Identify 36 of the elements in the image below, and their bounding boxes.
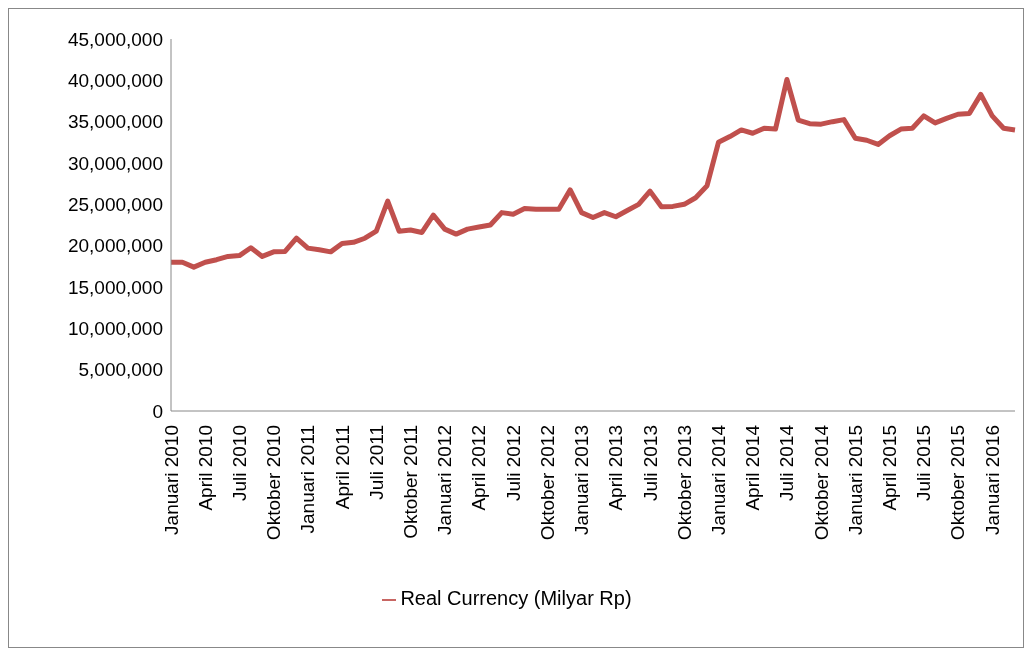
y-tick-label: 10,000,000 — [67, 318, 163, 340]
x-tick-label: Oktober 2014 — [810, 424, 832, 541]
y-tick-label: 5,000,000 — [78, 359, 163, 381]
legend-label: Real Currency (Milyar Rp) — [400, 587, 632, 609]
x-tick-label: Juli 2010 — [228, 425, 250, 502]
y-tick-label: 0 — [152, 400, 163, 422]
x-tick-label: Juli 2011 — [365, 425, 387, 500]
x-tick-label: Oktober 2013 — [673, 425, 695, 541]
y-tick-label: 40,000,000 — [67, 70, 163, 92]
y-tick-label: 25,000,000 — [67, 194, 163, 216]
x-tick-label: Januari 2011 — [297, 425, 319, 534]
x-tick-label: Oktober 2012 — [536, 425, 558, 541]
y-tick-label: 20,000,000 — [67, 235, 163, 257]
x-tick-label: April 2010 — [194, 425, 216, 511]
x-tick-label: Juli 2012 — [502, 425, 524, 502]
x-tick-label: Juli 2013 — [639, 425, 661, 502]
y-tick-label: 15,000,000 — [67, 276, 163, 298]
x-tick-label: Januari 2010 — [160, 425, 182, 535]
y-tick-label: 35,000,000 — [67, 111, 163, 133]
x-tick-label: Juli 2014 — [776, 424, 798, 502]
x-tick-label: Januari 2014 — [707, 424, 729, 535]
y-tick-label: 45,000,000 — [67, 28, 163, 50]
x-tick-label: April 2011 — [331, 425, 353, 510]
x-tick-label: April 2014 — [742, 424, 764, 511]
x-tick-label: April 2015 — [879, 425, 901, 511]
x-tick-label: Juli 2015 — [913, 425, 935, 502]
x-tick-label: Januari 2015 — [844, 425, 866, 535]
x-tick-label: Januari 2013 — [571, 425, 593, 535]
x-tick-label: Oktober 2015 — [947, 425, 969, 541]
x-tick-label: Oktober 2011 — [400, 425, 422, 539]
y-tick-label: 30,000,000 — [67, 152, 163, 174]
x-tick-label: Januari 2012 — [434, 425, 456, 535]
x-tick-label: Oktober 2010 — [263, 425, 285, 541]
x-tick-label: April 2013 — [605, 425, 627, 511]
x-tick-label: April 2012 — [468, 425, 490, 511]
x-tick-label: Januari 2016 — [981, 425, 1003, 535]
